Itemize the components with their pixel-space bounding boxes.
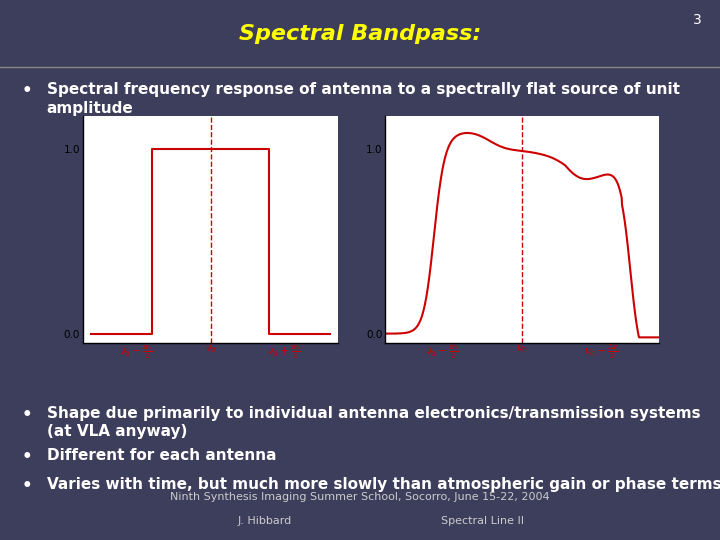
Text: J. Hibbard: J. Hibbard [238,516,292,526]
Text: $\nu_0$: $\nu_0$ [516,343,528,355]
Text: amplitude: amplitude [47,101,133,116]
Text: Spectral Line II: Spectral Line II [441,516,524,526]
Text: $\nu_0 + \frac{\Delta\nu}{2}$: $\nu_0 + \frac{\Delta\nu}{2}$ [268,343,302,361]
Text: Ninth Synthesis Imaging Summer School, Socorro, June 15-22, 2004: Ninth Synthesis Imaging Summer School, S… [170,492,550,503]
Text: Spectral Bandpass:: Spectral Bandpass: [239,24,481,44]
Text: $\nu_0$: $\nu_0$ [204,343,217,355]
Text: •: • [22,448,32,467]
Text: •: • [22,406,32,424]
Text: •: • [22,477,32,495]
Text: Different for each antenna: Different for each antenna [47,448,276,463]
Text: Spectral frequency response of antenna to a spectrally flat source of unit: Spectral frequency response of antenna t… [47,82,680,97]
Text: Perfect Bandpass: Perfect Bandpass [102,133,251,148]
Text: Bandpass in practice: Bandpass in practice [415,133,593,148]
Text: $\nu_0 - \frac{\Delta\nu}{2}$: $\nu_0 - \frac{\Delta\nu}{2}$ [426,343,460,361]
Text: $\nu_0 - \frac{\Delta\nu}{2}$: $\nu_0 - \frac{\Delta\nu}{2}$ [120,343,153,361]
Text: Shape due primarily to individual antenna electronics/transmission systems (at V: Shape due primarily to individual antenn… [47,406,701,438]
Text: $\nu_0 - \frac{\Delta\nu}{2}$: $\nu_0 - \frac{\Delta\nu}{2}$ [584,343,618,361]
Text: •: • [22,82,32,100]
Text: 3: 3 [693,12,702,26]
Text: Varies with time, but much more slowly than atmospheric gain or phase terms: Varies with time, but much more slowly t… [47,477,720,491]
